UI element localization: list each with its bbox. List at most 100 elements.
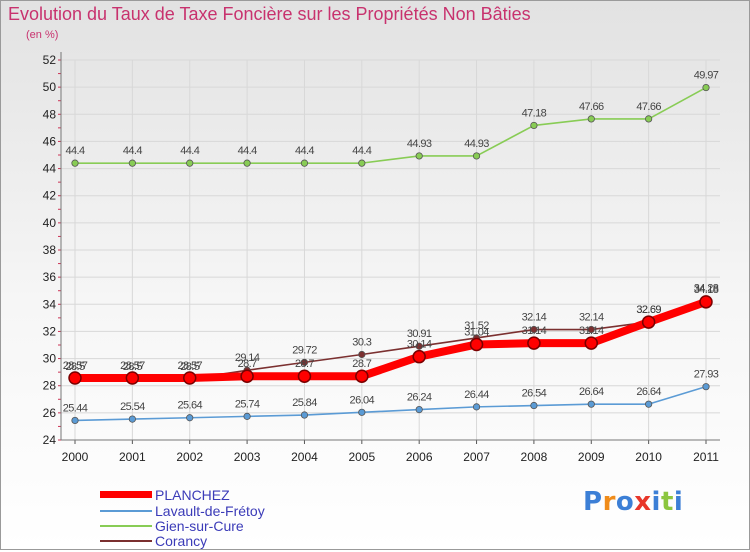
data-label-planchez: 31.14 [579, 325, 604, 337]
legend-label-planchez: PLANCHEZ [155, 487, 230, 503]
data-point-lavault-de-fretoy [300, 411, 309, 419]
x-tick-label: 2006 [406, 450, 433, 464]
data-label-lavault-de-fretoy: 25.44 [63, 402, 88, 414]
logo-letter: i [651, 487, 661, 517]
y-tick-label: 46 [43, 134, 57, 148]
data-label-gien-sur-cure: 44.4 [180, 145, 199, 157]
series-planchez [68, 295, 713, 385]
data-label-planchez: 28.7 [352, 358, 371, 370]
data-label-corancy: 29.14 [235, 352, 260, 364]
data-label-lavault-de-fretoy: 26.24 [407, 392, 432, 404]
data-label-gien-sur-cure: 47.66 [636, 101, 661, 113]
data-point-gien-sur-cure [186, 159, 194, 167]
data-point-planchez [469, 337, 484, 352]
data-point-planchez [584, 336, 599, 350]
data-label-corancy: 28.5 [123, 361, 142, 373]
data-point-corancy [530, 325, 538, 334]
data-label-planchez: 31.04 [464, 326, 489, 338]
data-point-lavault-de-fretoy [702, 383, 710, 391]
data-label-lavault-de-fretoy: 25.74 [235, 398, 260, 410]
data-label-planchez: 28.57 [120, 360, 145, 372]
y-tick-label: 48 [43, 107, 57, 121]
data-point-planchez [641, 315, 656, 329]
data-point-gien-sur-cure [300, 159, 309, 167]
y-tick-label: 36 [43, 270, 57, 284]
data-label-corancy: 29.72 [292, 344, 317, 356]
logo-letter: x [634, 487, 652, 517]
data-point-planchez [412, 349, 426, 364]
logo-letter: i [673, 487, 684, 517]
y-tick-label: 42 [43, 189, 57, 203]
data-point-gien-sur-cure [472, 152, 481, 160]
legend-label-lavault: Lavault-de-Frétoy [155, 503, 265, 519]
data-point-gien-sur-cure [530, 121, 538, 130]
y-tick-label: 26 [43, 406, 57, 420]
data-label-corancy: 31.52 [464, 320, 489, 332]
data-point-planchez [125, 371, 140, 385]
data-label-gien-sur-cure: 44.93 [464, 138, 489, 150]
data-label-planchez: 28.7 [238, 358, 257, 370]
data-point-lavault-de-fretoy [186, 414, 194, 422]
unit-label: (en %) [26, 29, 59, 41]
data-point-planchez [182, 371, 197, 385]
x-tick-label: 2010 [635, 450, 662, 464]
logo-letter: t [660, 487, 674, 517]
data-point-gien-sur-cure [71, 159, 79, 167]
y-tick-label: 40 [43, 216, 57, 230]
logo-letter: P [583, 487, 603, 517]
x-tick-label: 2001 [119, 450, 146, 464]
data-label-planchez: 28.57 [63, 360, 88, 372]
logo-letter: o [615, 487, 635, 517]
data-label-planchez: 32.69 [636, 304, 661, 316]
x-tick-label: 2005 [348, 450, 375, 464]
data-label-corancy: 34.28 [694, 282, 719, 294]
data-point-gien-sur-cure [415, 152, 423, 160]
data-label-corancy: 32.14 [522, 312, 547, 324]
data-point-lavault-de-fretoy [645, 400, 653, 408]
data-label-lavault-de-fretoy: 25.84 [292, 397, 317, 409]
data-point-lavault-de-fretoy [530, 401, 538, 410]
data-point-planchez [699, 295, 713, 309]
data-point-corancy [415, 342, 423, 350]
data-point-planchez [68, 371, 82, 385]
data-label-lavault-de-fretoy: 26.64 [636, 386, 661, 398]
data-point-lavault-de-fretoy [71, 416, 79, 425]
data-point-planchez [527, 336, 541, 350]
data-point-gien-sur-cure [645, 115, 653, 123]
data-label-gien-sur-cure: 44.4 [123, 145, 142, 157]
x-tick-label: 2011 [693, 450, 719, 464]
data-label-planchez: 30.14 [407, 339, 432, 351]
data-point-lavault-de-fretoy [472, 403, 481, 411]
legend-label-corancy: Corancy [155, 533, 208, 549]
data-label-corancy: 32.14 [579, 312, 604, 324]
legend-swatch-corancy [100, 540, 152, 542]
data-label-planchez: 28.7 [295, 358, 314, 370]
data-point-corancy [587, 325, 595, 334]
data-point-gien-sur-cure [243, 159, 251, 167]
data-label-lavault-de-fretoy: 25.54 [120, 401, 145, 413]
gridlines [61, 59, 720, 441]
data-label-corancy: 28.5 [180, 361, 199, 373]
x-tick-label: 2007 [463, 450, 490, 464]
x-tick-label: 2002 [176, 450, 203, 464]
series-lavault-de-fretoy [71, 383, 710, 425]
data-point-gien-sur-cure [702, 83, 710, 92]
series-line-gien-sur-cure [75, 86, 707, 164]
series-line-planchez [75, 298, 708, 382]
y-tick-label: 52 [43, 53, 57, 67]
data-point-lavault-de-fretoy [128, 415, 136, 423]
data-label-lavault-de-fretoy: 25.64 [177, 400, 202, 412]
data-point-lavault-de-fretoy [243, 412, 251, 420]
series-line-lavault-de-fretoy [74, 385, 707, 422]
data-point-gien-sur-cure [128, 159, 136, 167]
data-label-corancy: 30.91 [407, 328, 432, 340]
data-label-gien-sur-cure: 44.93 [407, 138, 432, 150]
x-tick-label: 2008 [521, 450, 548, 464]
data-label-gien-sur-cure: 47.66 [579, 101, 604, 113]
data-point-lavault-de-fretoy [358, 408, 366, 416]
legend-swatch-planchez [100, 491, 152, 498]
data-point-planchez [240, 369, 254, 383]
data-label-corancy: 30.3 [352, 337, 371, 349]
